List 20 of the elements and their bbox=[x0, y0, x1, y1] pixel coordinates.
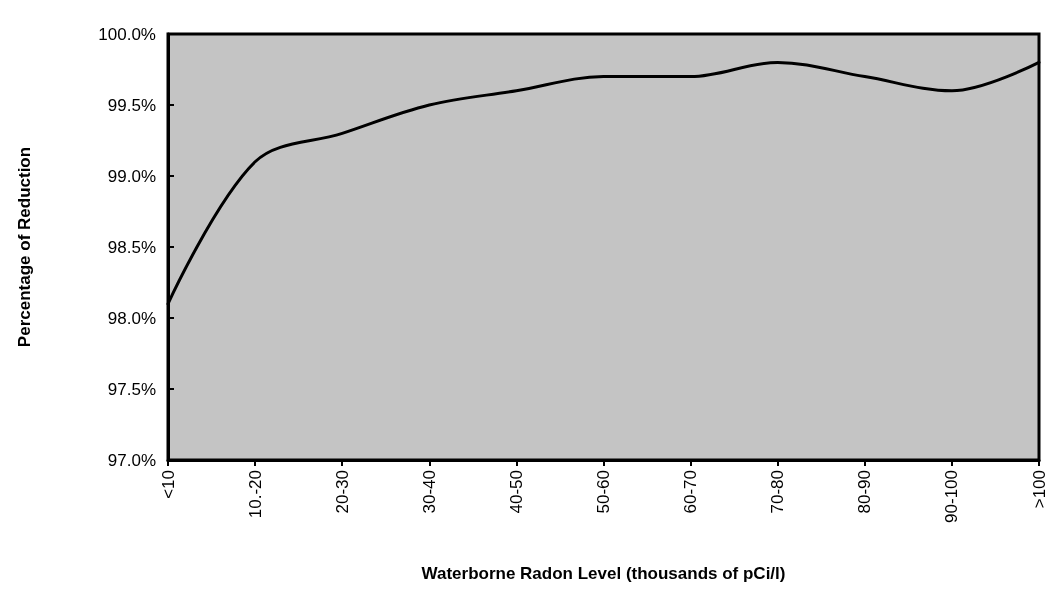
x-tick-label: 80-90 bbox=[855, 470, 875, 514]
x-tick-label: 10.-20 bbox=[245, 470, 265, 519]
x-tick-label: <10 bbox=[158, 470, 178, 499]
y-tick-label: 98.5% bbox=[107, 237, 156, 257]
x-tick-label: 70-80 bbox=[768, 470, 788, 514]
x-tick-label: 90-100 bbox=[942, 470, 962, 523]
y-tick-label: 98.0% bbox=[107, 308, 156, 328]
y-tick-label: 99.5% bbox=[107, 95, 156, 115]
x-tick-label: 40-50 bbox=[506, 470, 526, 514]
x-axis-title: Waterborne Radon Level (thousands of pCi/l) bbox=[421, 564, 786, 583]
y-axis-title: Percentage of Reduction bbox=[15, 146, 34, 348]
y-tick-label: 97.5% bbox=[107, 379, 156, 399]
x-tick-label: 60-70 bbox=[681, 470, 701, 514]
x-tick-label: 30-40 bbox=[419, 470, 439, 514]
x-tick-label: 50-60 bbox=[594, 470, 613, 514]
y-tick-label: 100.0% bbox=[98, 24, 156, 44]
x-tick-label: >100 bbox=[1029, 470, 1049, 509]
y-tick-label: 97.0% bbox=[107, 450, 156, 470]
x-tick-label: 20-30 bbox=[332, 470, 352, 514]
y-tick-label: 99.0% bbox=[107, 166, 156, 186]
